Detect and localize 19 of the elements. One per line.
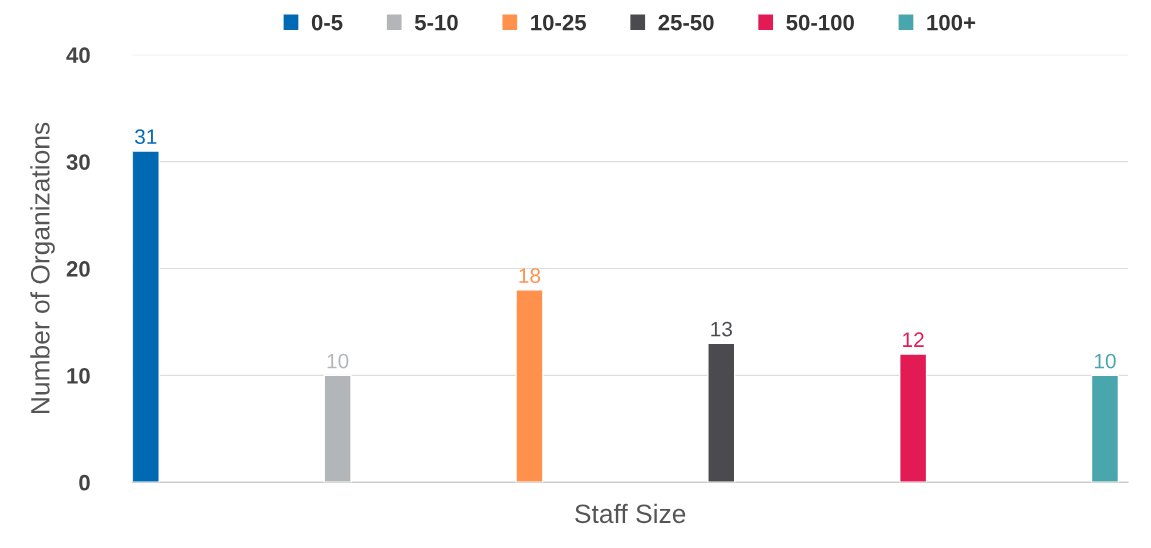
data-label: 10 [1094, 353, 1116, 369]
data-label: 13 [711, 321, 732, 337]
data-label: 10 [327, 353, 349, 369]
legend-label: 5-10 [414, 14, 458, 31]
y-tick-label: 40 [66, 47, 90, 64]
legend-label: 100+ [927, 14, 976, 31]
x-axis-title: Staff Size [575, 503, 686, 524]
data-label: 18 [519, 268, 541, 283]
data-label: 31 [135, 129, 157, 145]
y-axis-title: Number of Organizations [30, 122, 55, 414]
y-tick-label: 20 [66, 261, 90, 277]
data-label: 12 [903, 332, 924, 347]
legend-label: 25-50 [658, 14, 714, 31]
legend-label: 10-25 [531, 14, 587, 31]
legend-label: 50-100 [786, 14, 854, 31]
legend-label: 0-5 [311, 14, 343, 31]
y-tick-label: 30 [66, 154, 90, 170]
y-tick-label: 10 [67, 367, 90, 384]
y-tick-label: 0 [79, 474, 90, 491]
